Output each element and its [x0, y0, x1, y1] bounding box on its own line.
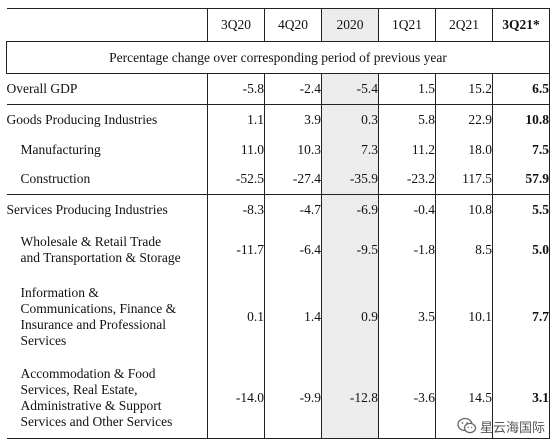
table-cell: 7.3 [321, 134, 379, 165]
table-cell: 10.1 [435, 274, 493, 359]
row-label-line: Accommodation & Food [20, 366, 156, 382]
table-cell: 57.9 [492, 164, 550, 195]
table-cell: -11.7 [207, 224, 265, 275]
row-label: Services Producing Industries [6, 194, 208, 225]
table-cell: 5.5 [492, 194, 550, 225]
table-cell: -2.4 [264, 73, 322, 105]
column-header: 2020 [321, 8, 379, 42]
table-cell: -5.8 [207, 73, 265, 105]
table-cell: -4.7 [264, 194, 322, 225]
row-label: Construction [20, 171, 91, 187]
row-label-line: Insurance and Professional [20, 316, 166, 332]
table-cell: 22.9 [435, 104, 493, 135]
table-cell: 0.1 [207, 274, 265, 359]
gdp-table: 3Q20 4Q20 2020 1Q21 2Q21 3Q21* Percentag… [6, 8, 550, 439]
table-cell: 3.1 [492, 358, 550, 439]
row-label-line: Services and Other Services [20, 414, 173, 430]
table-cell: -8.3 [207, 194, 265, 225]
table-row: Services Producing Industries -8.3 -4.7 … [6, 194, 550, 225]
table-cell: 11.2 [378, 134, 436, 165]
table-cell: 8.5 [435, 224, 493, 275]
table-cell: 14.5 [435, 358, 493, 439]
table-cell: 3.5 [378, 274, 436, 359]
table-cell: 1.4 [264, 274, 322, 359]
table-cell: 10.8 [492, 104, 550, 135]
table-cell: 0.3 [321, 104, 379, 135]
watermark-text: 星云海国际 [480, 420, 546, 436]
subheader-row: Percentage change over corresponding per… [6, 41, 550, 74]
column-header: 4Q20 [264, 8, 322, 42]
table-row: Information & Communications, Finance & … [7, 274, 550, 359]
table-cell: 11.0 [207, 134, 265, 165]
row-label-line: Services, Real Estate, [20, 382, 138, 398]
row-label-line: Information & [20, 284, 99, 300]
table-row: Overall GDP -5.8 -2.4 -5.4 1.5 15.2 6.5 [6, 73, 550, 105]
table-cell: -3.6 [378, 358, 436, 439]
table-cell: 7.5 [492, 134, 550, 165]
table-cell: 0.9 [321, 274, 379, 359]
row-label-line: Communications, Finance & [20, 300, 177, 316]
table-cell: 117.5 [435, 164, 493, 195]
table-cell: -12.8 [321, 358, 379, 439]
row-label-line: Administrative & Support [20, 398, 162, 414]
table-cell: 1.1 [207, 104, 265, 135]
table-cell: -14.0 [207, 358, 265, 439]
table-cell: -9.9 [264, 358, 322, 439]
header-corner [6, 8, 208, 42]
table-cell: -5.4 [321, 73, 379, 105]
row-label-line: and Transportation & Storage [20, 249, 181, 265]
table-cell: 5.8 [378, 104, 436, 135]
table-cell: 10.8 [435, 194, 493, 225]
row-label: Manufacturing [20, 141, 101, 157]
row-label: Goods Producing Industries [6, 104, 208, 135]
row-label: Accommodation & Food Services, Real Esta… [6, 358, 208, 439]
table-cell: -23.2 [378, 164, 436, 195]
table-cell: 6.5 [492, 73, 550, 105]
table-cell: 15.2 [435, 73, 493, 105]
table-cell: 1.5 [378, 73, 436, 105]
table-cell: -0.4 [378, 194, 436, 225]
table-cell: 3.9 [264, 104, 322, 135]
table-cell: -6.4 [264, 224, 322, 275]
table-row: Accommodation & Food Services, Real Esta… [6, 358, 550, 439]
wechat-icon [457, 417, 477, 434]
table-cell: -35.9 [321, 164, 379, 195]
table-row: Wholesale & Retail Trade and Transportat… [7, 224, 550, 275]
table-cell: 10.3 [264, 134, 322, 165]
row-label-line: Wholesale & Retail Trade [20, 233, 162, 249]
table-cell: 18.0 [435, 134, 493, 165]
table-cell: -27.4 [264, 164, 322, 195]
column-header: 3Q20 [207, 8, 265, 42]
row-label: Overall GDP [6, 73, 208, 105]
column-header: 1Q21 [378, 8, 436, 42]
table-cell: -6.9 [321, 194, 379, 225]
column-header: 2Q21 [435, 8, 493, 42]
table-row: Manufacturing 11.0 10.3 7.3 11.2 18.0 7.… [7, 134, 550, 165]
header-row: 3Q20 4Q20 2020 1Q21 2Q21 3Q21* [6, 8, 550, 42]
table-cell: -9.5 [321, 224, 379, 275]
table-cell: -52.5 [207, 164, 265, 195]
table-row: Goods Producing Industries 1.1 3.9 0.3 5… [6, 104, 550, 135]
column-header: 3Q21* [492, 8, 550, 42]
watermark: 星云海国际 [457, 414, 553, 438]
table-row: Construction -52.5 -27.4 -35.9 -23.2 117… [7, 164, 550, 195]
table-cell: 7.7 [492, 274, 550, 359]
table-subheader: Percentage change over corresponding per… [6, 41, 550, 74]
table-cell: -1.8 [378, 224, 436, 275]
row-label: Information & Communications, Finance & … [7, 275, 208, 359]
row-label: Wholesale & Retail Trade and Transportat… [7, 225, 208, 275]
row-label-line: Services [20, 332, 67, 348]
table-cell: 5.0 [492, 224, 550, 275]
